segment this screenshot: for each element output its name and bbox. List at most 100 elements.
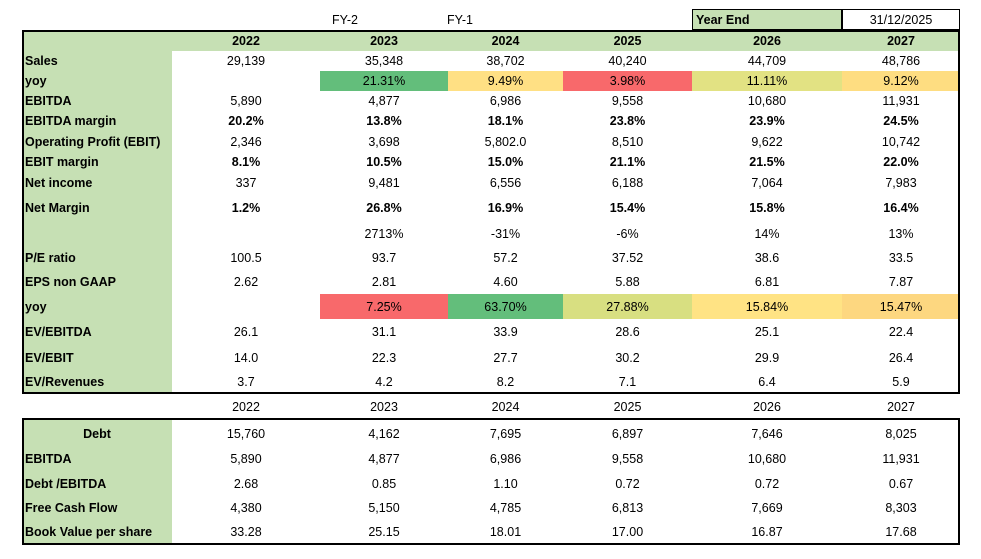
row-label: P/E ratio xyxy=(25,250,76,265)
value-cell: 33.28 xyxy=(230,525,262,539)
row-label: Net Margin xyxy=(25,200,90,215)
row-label: EBITDA xyxy=(25,94,72,108)
row-label: EBIT margin xyxy=(25,155,99,169)
value-cell: 7,695 xyxy=(489,426,522,441)
value-cell: 28.6 xyxy=(615,325,640,339)
value-cell: 8.1% xyxy=(231,155,261,169)
value-cell: 15.8% xyxy=(749,200,785,215)
value-cell: 15.84% xyxy=(692,294,842,319)
row-label: Book Value per share xyxy=(25,525,153,539)
value-cell: 2,346 xyxy=(230,134,262,149)
value-cell: 33.9 xyxy=(493,325,518,339)
value-cell: 10,680 xyxy=(747,94,787,108)
value-cell: 10,742 xyxy=(881,134,921,149)
value-cell: 8,303 xyxy=(885,501,917,515)
value-cell: 337 xyxy=(235,175,257,190)
value-cell: 4.2 xyxy=(375,374,393,389)
value-cell: 9,558 xyxy=(611,451,644,466)
value-cell: 21.5% xyxy=(749,155,785,169)
value-cell: 8,025 xyxy=(885,426,917,441)
value-cell: 8.2 xyxy=(496,374,515,389)
value-cell: 23.9% xyxy=(749,114,785,128)
value-cell: -31% xyxy=(490,226,521,241)
value-cell xyxy=(172,71,320,91)
value-cell: 7.87 xyxy=(888,275,914,289)
value-cell: 16.4% xyxy=(883,200,919,215)
value-cell: 15.47% xyxy=(842,294,960,319)
value-cell: 2.81 xyxy=(371,275,397,289)
value-cell: 44,709 xyxy=(747,54,787,68)
value-cell: 6,986 xyxy=(489,94,522,108)
row-label: EBITDA xyxy=(25,451,72,466)
value-cell: 21.31% xyxy=(320,71,448,91)
value-cell: 0.72 xyxy=(754,476,780,491)
column-header: 2027 xyxy=(887,33,915,48)
value-cell: 11,931 xyxy=(882,451,920,466)
row-label: Debt xyxy=(83,426,111,441)
row-label: EV/Revenues xyxy=(25,374,105,389)
value-cell: 14.0 xyxy=(233,350,259,365)
row-label: Free Cash Flow xyxy=(25,501,118,515)
row-label: EV/EBIT xyxy=(25,350,74,365)
value-cell: 40,240 xyxy=(608,54,647,68)
value-cell: 0.85 xyxy=(371,476,397,491)
value-cell: 5,802.0 xyxy=(484,134,527,149)
value-cell: 33.5 xyxy=(888,250,914,265)
value-cell: 7,669 xyxy=(751,501,783,515)
row-label: Net income xyxy=(25,175,93,190)
value-cell: 26.1 xyxy=(233,325,259,339)
value-cell: 4,877 xyxy=(368,94,400,108)
value-cell xyxy=(172,222,320,245)
column-header: 2026 xyxy=(753,33,781,48)
column-header: 2023 xyxy=(370,400,398,414)
value-cell: 35,348 xyxy=(364,54,404,68)
value-cell: 18.01 xyxy=(489,525,522,539)
column-header: 2022 xyxy=(232,33,260,48)
value-cell: 9,481 xyxy=(368,175,400,190)
column-header: 2024 xyxy=(491,33,520,48)
value-cell: 6.4 xyxy=(758,374,776,389)
value-cell: 25.15 xyxy=(368,525,400,539)
value-cell: 6,556 xyxy=(489,175,522,190)
value-cell: 11.11% xyxy=(692,71,842,91)
fy-label: FY-1 xyxy=(447,13,473,27)
column-header: 2027 xyxy=(887,400,915,414)
value-cell: 30.2 xyxy=(615,350,640,365)
value-cell: 4,380 xyxy=(230,501,262,515)
value-cell: 22.3 xyxy=(371,350,397,365)
value-cell: 14% xyxy=(754,226,780,241)
value-cell: 21.1% xyxy=(609,155,646,169)
value-cell: 6,813 xyxy=(611,501,644,515)
value-cell: 0.67 xyxy=(888,476,914,491)
row-label: EBITDA margin xyxy=(25,114,117,128)
row-label: yoy xyxy=(25,74,47,88)
value-cell: 7,064 xyxy=(751,175,783,190)
column-header: 2026 xyxy=(753,400,781,414)
value-cell: 5,890 xyxy=(230,94,262,108)
value-cell: 63.70% xyxy=(448,294,563,319)
label-column xyxy=(22,30,172,393)
value-cell: 5,890 xyxy=(230,451,262,466)
value-cell: 23.8% xyxy=(609,114,646,128)
row-label: Sales xyxy=(25,54,58,68)
value-cell: 7,983 xyxy=(885,175,917,190)
row-label: Debt /EBITDA xyxy=(25,476,107,491)
header-row xyxy=(22,30,960,51)
value-cell: 6,188 xyxy=(611,175,644,190)
value-cell: 13% xyxy=(888,226,914,241)
value-cell: 4.60 xyxy=(493,275,518,289)
value-cell: 6,897 xyxy=(611,426,644,441)
value-cell: 26.4 xyxy=(888,350,914,365)
value-cell: 6,986 xyxy=(489,451,522,466)
value-cell: 100.5 xyxy=(230,250,262,265)
value-cell: 7.1 xyxy=(618,374,637,389)
value-cell: 9,622 xyxy=(751,134,783,149)
value-cell: 2.68 xyxy=(233,476,259,491)
value-cell: 10,680 xyxy=(747,451,787,466)
row-label: EPS non GAAP xyxy=(25,275,116,289)
value-cell: 18.1% xyxy=(487,114,524,128)
fy-label: FY-2 xyxy=(332,13,358,27)
column-header: 2025 xyxy=(613,400,642,414)
value-cell: 13.8% xyxy=(366,114,402,128)
value-cell: 29.9 xyxy=(754,350,780,365)
